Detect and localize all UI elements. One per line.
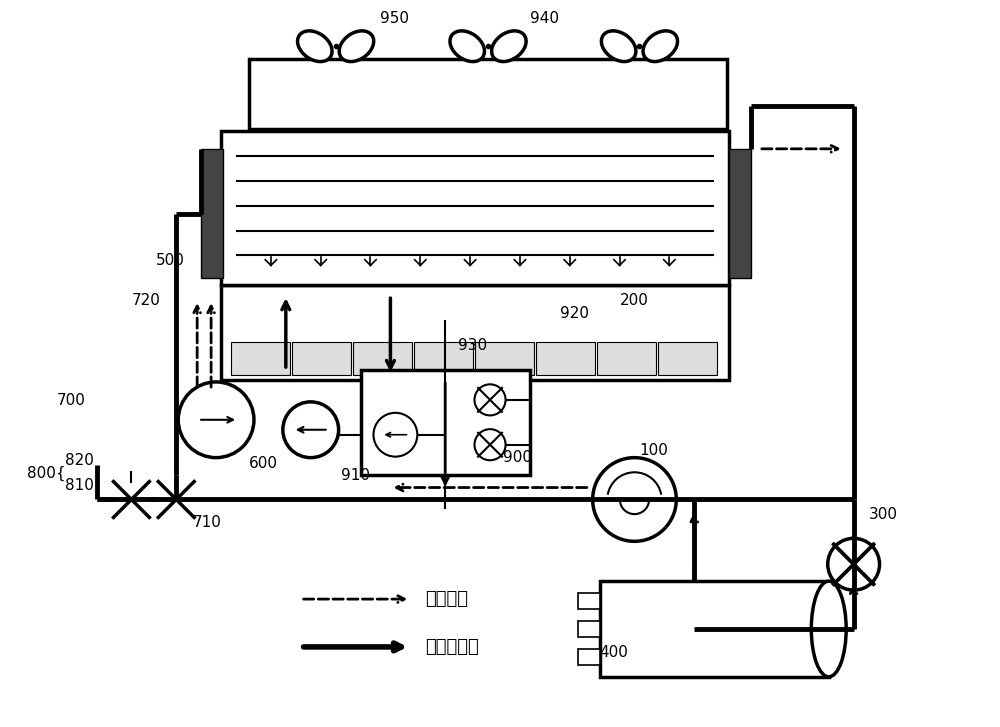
Ellipse shape xyxy=(601,31,636,62)
Text: 720: 720 xyxy=(131,293,160,308)
Text: 冷媒循環: 冷媒循環 xyxy=(425,590,468,608)
Bar xyxy=(361,370,530,475)
Bar xyxy=(414,342,473,375)
Bar xyxy=(353,342,412,375)
Circle shape xyxy=(828,538,880,590)
Text: 600: 600 xyxy=(249,456,278,470)
Text: 100: 100 xyxy=(639,443,668,458)
Bar xyxy=(475,342,534,375)
Text: 810: 810 xyxy=(65,478,94,492)
Bar xyxy=(221,285,729,380)
Text: 820: 820 xyxy=(65,453,94,467)
Text: 920: 920 xyxy=(560,306,589,321)
Bar xyxy=(292,342,351,375)
Ellipse shape xyxy=(492,31,526,62)
Bar xyxy=(658,342,717,375)
Text: 910: 910 xyxy=(341,467,370,483)
Bar xyxy=(201,149,223,278)
Text: 400: 400 xyxy=(600,645,628,660)
Bar xyxy=(578,649,600,665)
Text: 710: 710 xyxy=(193,515,222,531)
Ellipse shape xyxy=(811,581,846,677)
Text: 930: 930 xyxy=(458,338,487,353)
Text: 300: 300 xyxy=(869,507,898,523)
Bar xyxy=(221,131,729,285)
Ellipse shape xyxy=(450,31,484,62)
Bar xyxy=(249,59,727,129)
Bar xyxy=(231,342,290,375)
Text: 700: 700 xyxy=(57,393,86,408)
Bar xyxy=(536,342,595,375)
Ellipse shape xyxy=(339,31,374,62)
Bar xyxy=(600,581,829,677)
Text: 940: 940 xyxy=(530,12,559,26)
Bar xyxy=(597,342,656,375)
Circle shape xyxy=(283,402,339,457)
Ellipse shape xyxy=(298,31,332,62)
Text: 800{: 800{ xyxy=(27,465,65,481)
Bar xyxy=(578,593,600,609)
Text: 900: 900 xyxy=(503,449,532,465)
Text: 冷却水循環: 冷却水循環 xyxy=(425,638,479,656)
Circle shape xyxy=(178,382,254,457)
Ellipse shape xyxy=(643,31,678,62)
Text: 200: 200 xyxy=(620,293,648,308)
Text: 500: 500 xyxy=(156,254,185,268)
Bar xyxy=(729,149,751,278)
Circle shape xyxy=(373,413,417,457)
Bar xyxy=(578,621,600,637)
Text: 950: 950 xyxy=(380,12,409,26)
Circle shape xyxy=(593,457,676,542)
